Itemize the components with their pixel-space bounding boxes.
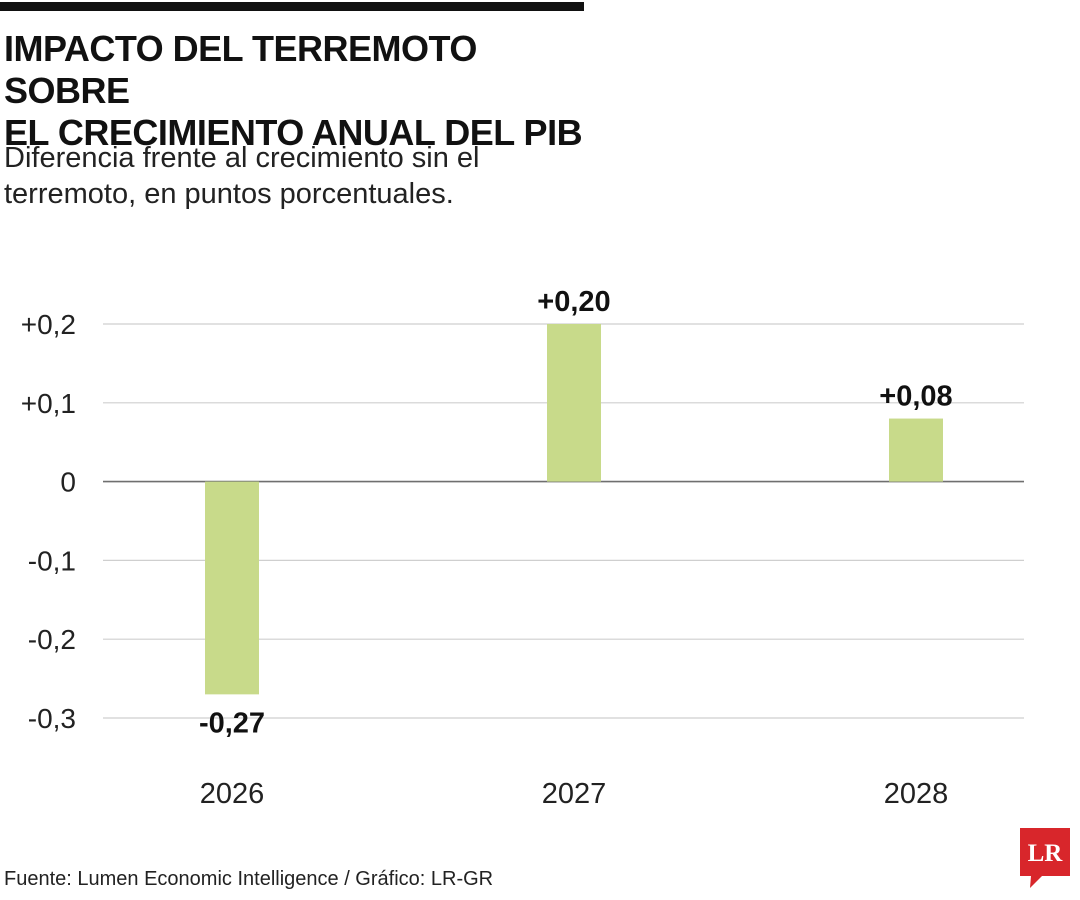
y-tick-label: -0,2 [28, 624, 76, 655]
y-tick-label: +0,2 [21, 309, 76, 340]
lr-logo-text: LR [1028, 840, 1064, 867]
chart-title-line-1: IMPACTO DEL TERREMOTO SOBRE [4, 28, 477, 111]
chart-subtitle: Diferencia frente al crecimiento sin el … [4, 140, 564, 212]
y-tick-label: -0,3 [28, 703, 76, 734]
x-tick-label: 2026 [200, 778, 265, 810]
bar-2028 [889, 418, 943, 482]
lr-logo: LR [1020, 828, 1070, 888]
data-label: +0,08 [879, 381, 952, 413]
bar-2026 [205, 481, 259, 695]
bar-2027 [547, 324, 601, 482]
top-rule [0, 2, 584, 11]
x-tick-label: 2028 [884, 778, 949, 810]
data-label: -0,27 [199, 707, 265, 739]
x-tick-label: 2027 [542, 778, 607, 810]
chart-subtitle-line-2: terremoto, en puntos porcentuales. [4, 178, 454, 210]
chart-title-line-2: EL CRECIMIENTO ANUAL DEL PIB [4, 112, 583, 153]
y-tick-label: +0,1 [21, 388, 76, 419]
y-tick-label: -0,1 [28, 545, 76, 576]
y-tick-label: 0 [60, 467, 76, 498]
data-label: +0,20 [537, 286, 610, 318]
source-note: Fuente: Lumen Economic Intelligence / Gr… [4, 868, 494, 890]
chart-title: IMPACTO DEL TERREMOTO SOBRE EL CRECIMIEN… [4, 28, 604, 154]
chart-subtitle-line-1: Diferencia frente al crecimiento sin el [4, 142, 480, 174]
